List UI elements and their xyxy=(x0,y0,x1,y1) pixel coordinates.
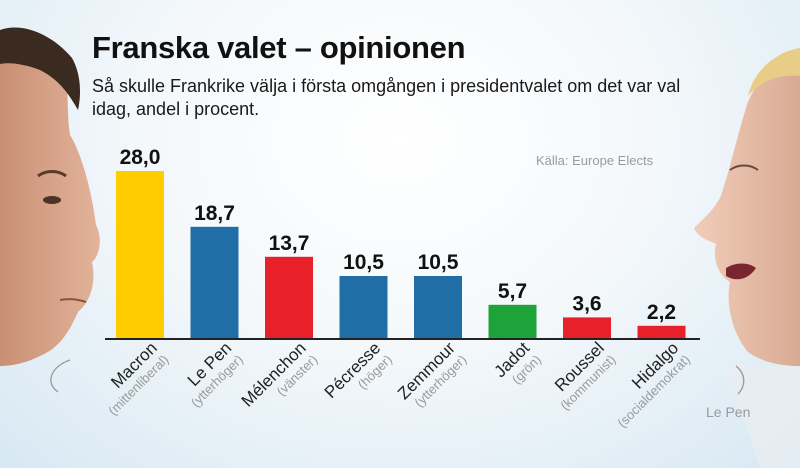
category-label-le pen: Le Pen(ytterhöger) xyxy=(184,338,246,410)
value-label-zemmour: 10,5 xyxy=(418,251,459,274)
bar-roussel xyxy=(563,317,611,339)
macron-callout-line xyxy=(50,359,71,393)
bar-pecresse xyxy=(339,276,388,339)
bar-macron xyxy=(116,171,164,339)
le-pen-photo-caption: Le Pen xyxy=(706,404,751,420)
value-label-roussel: 3,6 xyxy=(572,292,601,315)
macron-photo xyxy=(0,27,100,366)
category-label-hidalgo: Hidalgo(socialdemokrat) xyxy=(614,338,693,430)
category-label-pecresse: Pécresse(höger) xyxy=(321,338,395,402)
bar-melenchon xyxy=(265,256,313,339)
category-labels: Macron(mittenliberal) Le Pen(ytterhöger)M… xyxy=(105,338,693,430)
category-label-roussel: Roussel(kommunist) xyxy=(551,338,618,413)
source-label: Källa: Europe Elects xyxy=(536,153,654,168)
category-label-melenchon: Mélenchon(vänster) xyxy=(238,338,321,410)
value-label-macron: 28,0 xyxy=(120,146,161,169)
bar-jadot xyxy=(488,304,537,339)
le-pen-callout-line xyxy=(735,365,745,395)
chart-subtitle: Så skulle Frankrike välja i första omgån… xyxy=(92,76,681,119)
chart-title: Franska valet – opinionen xyxy=(92,30,466,65)
le-pen-photo xyxy=(694,48,800,468)
bar-hidalgo xyxy=(637,325,686,339)
bars: 28,0 18,7 13,7 10,5 10,5 5,7 3,6 2,2 xyxy=(116,146,686,339)
category-label-zemmour: Zemmour(ytterhöger) xyxy=(394,338,469,410)
category-label-jadot: Jadot(grön) xyxy=(490,338,543,387)
value-label-jadot: 5,7 xyxy=(498,280,527,303)
bar-zemmour xyxy=(414,276,462,339)
bar-le pen xyxy=(190,226,239,339)
photo-callouts xyxy=(50,359,745,395)
category-label-macron: Macron(mittenliberal) xyxy=(105,338,171,418)
value-label-hidalgo: 2,2 xyxy=(647,301,676,324)
value-label-melenchon: 13,7 xyxy=(269,232,310,255)
value-label-pecresse: 10,5 xyxy=(343,251,384,274)
value-label-le pen: 18,7 xyxy=(194,202,235,225)
